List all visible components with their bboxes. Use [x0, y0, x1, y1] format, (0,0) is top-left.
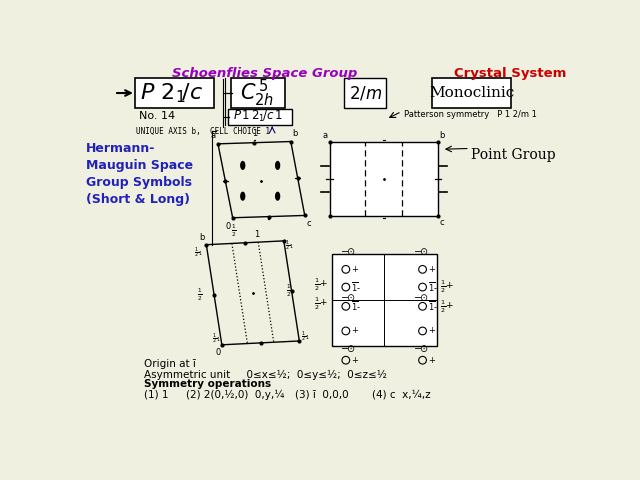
Ellipse shape: [276, 162, 280, 169]
Text: Monoclinic: Monoclinic: [429, 86, 514, 100]
Text: c: c: [440, 218, 444, 227]
Text: $P\,1\,2_1\!/c\,1$: $P\,1\,2_1\!/c\,1$: [233, 109, 283, 124]
Text: $\frac{1}{2}$: $\frac{1}{2}$: [286, 283, 292, 299]
Text: Point Group: Point Group: [472, 148, 556, 162]
Text: 0: 0: [226, 222, 231, 230]
Text: $C^{\,5}_{2h}$: $C^{\,5}_{2h}$: [239, 77, 274, 108]
Text: +: +: [428, 356, 435, 365]
Text: $\frac{1}{2}$+: $\frac{1}{2}$+: [314, 296, 328, 312]
Text: +: +: [428, 265, 435, 274]
Text: 1: 1: [254, 229, 259, 239]
Text: 0: 0: [215, 348, 220, 357]
Text: $\frac{1}{2}$: $\frac{1}{2}$: [230, 222, 236, 239]
Text: (2) 2(0,½,0)  0,y,¼: (2) 2(0,½,0) 0,y,¼: [186, 389, 285, 400]
Text: $P\ 2_1\!/c$: $P\ 2_1\!/c$: [140, 81, 204, 105]
Text: (1) 1: (1) 1: [143, 389, 168, 399]
Text: Asymmetric unit     0≤x≤½;  0≤y≤½;  0≤z≤½: Asymmetric unit 0≤x≤½; 0≤y≤½; 0≤z≤½: [143, 370, 387, 380]
Text: +: +: [428, 326, 435, 336]
Ellipse shape: [241, 192, 244, 200]
Text: $-\!\!\odot$: $-\!\!\odot$: [340, 343, 356, 354]
Text: $\frac{1}{2}$+: $\frac{1}{2}$+: [314, 276, 328, 293]
Text: $\overline{1}$-: $\overline{1}$-: [428, 300, 438, 313]
Text: Symmetry operations: Symmetry operations: [143, 380, 271, 389]
Text: $-\!\!\odot$: $-\!\!\odot$: [413, 343, 429, 354]
Text: (4) c  x,¼,z: (4) c x,¼,z: [372, 389, 431, 399]
Text: $\overline{1}$-: $\overline{1}$-: [351, 280, 361, 294]
Text: +: +: [351, 356, 358, 365]
Text: 1: 1: [252, 129, 257, 138]
Text: UNIQUE AXIS b,  CELL CHOICE 1: UNIQUE AXIS b, CELL CHOICE 1: [136, 127, 270, 136]
Text: c: c: [307, 219, 311, 228]
Text: $-\!\!\odot$: $-\!\!\odot$: [340, 292, 356, 303]
Text: $\frac{1}{2}$+: $\frac{1}{2}$+: [440, 298, 454, 314]
Text: +: +: [351, 326, 358, 336]
Text: $\frac{1}{2}_1$: $\frac{1}{2}_1$: [285, 240, 294, 253]
Text: +: +: [351, 265, 358, 274]
Text: $\frac{1}{2}$: $\frac{1}{2}$: [196, 287, 202, 303]
Ellipse shape: [241, 162, 244, 169]
Text: Crystal System: Crystal System: [454, 67, 566, 80]
Text: $\overline{1}$-: $\overline{1}$-: [428, 280, 438, 294]
Text: b: b: [200, 233, 205, 241]
Text: $-\!\!\odot$: $-\!\!\odot$: [413, 246, 429, 257]
Ellipse shape: [276, 192, 280, 200]
Text: a: a: [211, 131, 216, 140]
FancyBboxPatch shape: [344, 78, 386, 108]
Text: $\overline{1}$-: $\overline{1}$-: [351, 300, 361, 313]
Text: Schoenflies Space Group: Schoenflies Space Group: [172, 67, 357, 80]
Text: No. 14: No. 14: [139, 111, 175, 121]
Text: a: a: [323, 131, 328, 140]
Text: Origin at ī: Origin at ī: [143, 360, 195, 370]
FancyBboxPatch shape: [231, 78, 285, 108]
Bar: [330, 142, 438, 216]
Text: (3) ī  0,0,0: (3) ī 0,0,0: [294, 389, 348, 399]
FancyBboxPatch shape: [135, 78, 214, 108]
Text: b: b: [440, 131, 445, 140]
Text: $2/m$: $2/m$: [349, 84, 382, 102]
Text: $\frac{1}{2}_1$: $\frac{1}{2}_1$: [212, 332, 220, 347]
Text: $\frac{1}{2}_1$: $\frac{1}{2}_1$: [301, 330, 310, 344]
Text: b: b: [292, 129, 298, 138]
FancyBboxPatch shape: [432, 78, 511, 108]
Text: $-\!\!\odot$: $-\!\!\odot$: [413, 292, 429, 303]
Text: Hermann-
Mauguin Space
Group Symbols
(Short & Long): Hermann- Mauguin Space Group Symbols (Sh…: [86, 142, 193, 206]
Bar: [332, 254, 436, 347]
Text: $\frac{1}{2}_1$: $\frac{1}{2}_1$: [194, 246, 202, 261]
Text: Patterson symmetry   P 1 2/m 1: Patterson symmetry P 1 2/m 1: [404, 110, 537, 119]
Text: $\frac{1}{2}$+: $\frac{1}{2}$+: [440, 279, 454, 295]
FancyBboxPatch shape: [228, 109, 292, 125]
Text: $-\!\!\odot$: $-\!\!\odot$: [340, 246, 356, 257]
